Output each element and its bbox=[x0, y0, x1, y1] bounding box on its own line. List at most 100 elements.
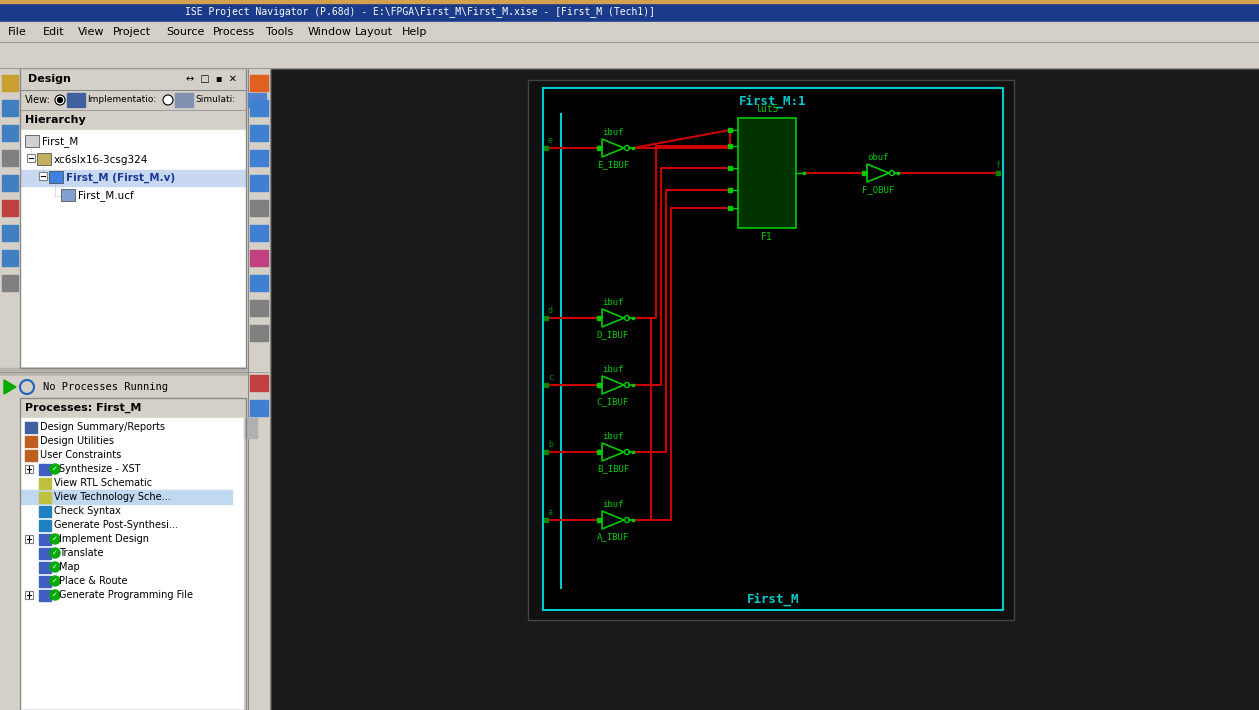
Bar bbox=[543, 88, 1003, 610]
Bar bbox=[251, 250, 268, 266]
Bar bbox=[246, 418, 257, 438]
Text: obuf: obuf bbox=[867, 153, 889, 162]
Text: First_M: First_M bbox=[747, 592, 799, 606]
Bar bbox=[0, 368, 268, 376]
Bar bbox=[60, 189, 76, 201]
Circle shape bbox=[50, 590, 60, 600]
Text: ibuf: ibuf bbox=[602, 128, 623, 137]
Text: Help: Help bbox=[402, 27, 427, 37]
Bar bbox=[25, 450, 37, 461]
Bar bbox=[251, 175, 268, 191]
Text: ✓: ✓ bbox=[52, 578, 58, 584]
Text: First_M:1: First_M:1 bbox=[739, 94, 807, 108]
Bar bbox=[39, 576, 52, 587]
Bar bbox=[39, 548, 52, 559]
Circle shape bbox=[50, 464, 60, 474]
Bar bbox=[251, 300, 268, 316]
Text: d: d bbox=[548, 306, 553, 315]
Text: Design Summary/Reports: Design Summary/Reports bbox=[40, 422, 165, 432]
Text: View:: View: bbox=[25, 95, 50, 105]
Text: ✓: ✓ bbox=[52, 564, 58, 570]
Text: First_M.ucf: First_M.ucf bbox=[78, 190, 133, 202]
Bar bbox=[0, 22, 1259, 42]
Bar bbox=[20, 170, 246, 186]
Text: b: b bbox=[548, 440, 553, 449]
Bar bbox=[3, 275, 18, 291]
Bar bbox=[251, 75, 268, 91]
Bar bbox=[3, 125, 18, 141]
Text: View: View bbox=[78, 27, 104, 37]
Bar bbox=[251, 150, 268, 166]
Bar bbox=[39, 506, 52, 517]
Text: Translate: Translate bbox=[59, 548, 103, 558]
Text: Synthesize - XST: Synthesize - XST bbox=[59, 464, 141, 474]
Bar bbox=[39, 478, 52, 489]
Bar bbox=[20, 418, 246, 710]
Text: Place & Route: Place & Route bbox=[59, 576, 127, 586]
Bar bbox=[25, 422, 37, 433]
Bar bbox=[3, 225, 18, 241]
Bar bbox=[20, 68, 246, 90]
Text: View RTL Schematic: View RTL Schematic bbox=[54, 478, 152, 488]
Text: lut5: lut5 bbox=[755, 104, 779, 114]
Text: Layout: Layout bbox=[355, 27, 393, 37]
Text: File: File bbox=[8, 27, 26, 37]
Text: ↔  □  ▪  ✕: ↔ □ ▪ ✕ bbox=[186, 74, 237, 84]
Text: First_M: First_M bbox=[42, 136, 78, 148]
Circle shape bbox=[50, 534, 60, 544]
Bar bbox=[39, 172, 47, 180]
Bar bbox=[738, 118, 796, 228]
Bar bbox=[244, 418, 258, 710]
Text: Project: Project bbox=[112, 27, 151, 37]
Bar bbox=[20, 110, 246, 130]
Bar bbox=[39, 562, 52, 573]
Text: Implement Design: Implement Design bbox=[59, 534, 149, 544]
Text: Simulati:: Simulati: bbox=[195, 96, 235, 104]
Text: Window: Window bbox=[307, 27, 351, 37]
Text: ✓: ✓ bbox=[52, 592, 58, 598]
Bar bbox=[251, 325, 268, 341]
Bar bbox=[251, 125, 268, 141]
Bar bbox=[3, 175, 18, 191]
Text: F_OBUF: F_OBUF bbox=[862, 185, 894, 194]
Bar bbox=[246, 90, 268, 110]
Bar bbox=[0, 42, 1259, 68]
Bar bbox=[39, 520, 52, 531]
Bar bbox=[269, 68, 1259, 710]
Text: ibuf: ibuf bbox=[602, 500, 623, 509]
Text: a: a bbox=[548, 508, 553, 517]
Polygon shape bbox=[4, 380, 16, 394]
Bar bbox=[20, 130, 246, 366]
Bar bbox=[20, 398, 246, 418]
Bar bbox=[251, 275, 268, 291]
Bar bbox=[67, 93, 86, 107]
Text: Edit: Edit bbox=[43, 27, 64, 37]
Bar bbox=[20, 398, 246, 710]
Text: User Constraints: User Constraints bbox=[40, 450, 121, 460]
Bar bbox=[37, 153, 52, 165]
Bar bbox=[0, 376, 268, 398]
Circle shape bbox=[162, 95, 172, 105]
Bar bbox=[248, 93, 266, 107]
Bar bbox=[20, 490, 232, 504]
Bar bbox=[39, 590, 52, 601]
Bar bbox=[251, 200, 268, 216]
Text: f: f bbox=[995, 161, 1000, 170]
Text: ✓: ✓ bbox=[52, 550, 58, 556]
Bar bbox=[0, 68, 268, 710]
Text: Generate Post-Synthesi...: Generate Post-Synthesi... bbox=[54, 520, 178, 530]
Text: xc6slx16-3csg324: xc6slx16-3csg324 bbox=[54, 155, 149, 165]
Text: A_IBUF: A_IBUF bbox=[597, 532, 630, 541]
Bar bbox=[3, 100, 18, 116]
Text: Design Utilities: Design Utilities bbox=[40, 436, 115, 446]
Text: First_M (First_M.v): First_M (First_M.v) bbox=[65, 173, 175, 183]
Bar bbox=[25, 436, 37, 447]
Text: Tools: Tools bbox=[267, 27, 293, 37]
Text: No Processes Running: No Processes Running bbox=[43, 382, 167, 392]
Text: ibuf: ibuf bbox=[602, 365, 623, 374]
Bar bbox=[251, 375, 268, 391]
Bar bbox=[39, 492, 52, 503]
Text: Hierarchy: Hierarchy bbox=[25, 115, 86, 125]
Text: D_IBUF: D_IBUF bbox=[597, 330, 630, 339]
Text: Processes: First_M: Processes: First_M bbox=[25, 403, 141, 413]
